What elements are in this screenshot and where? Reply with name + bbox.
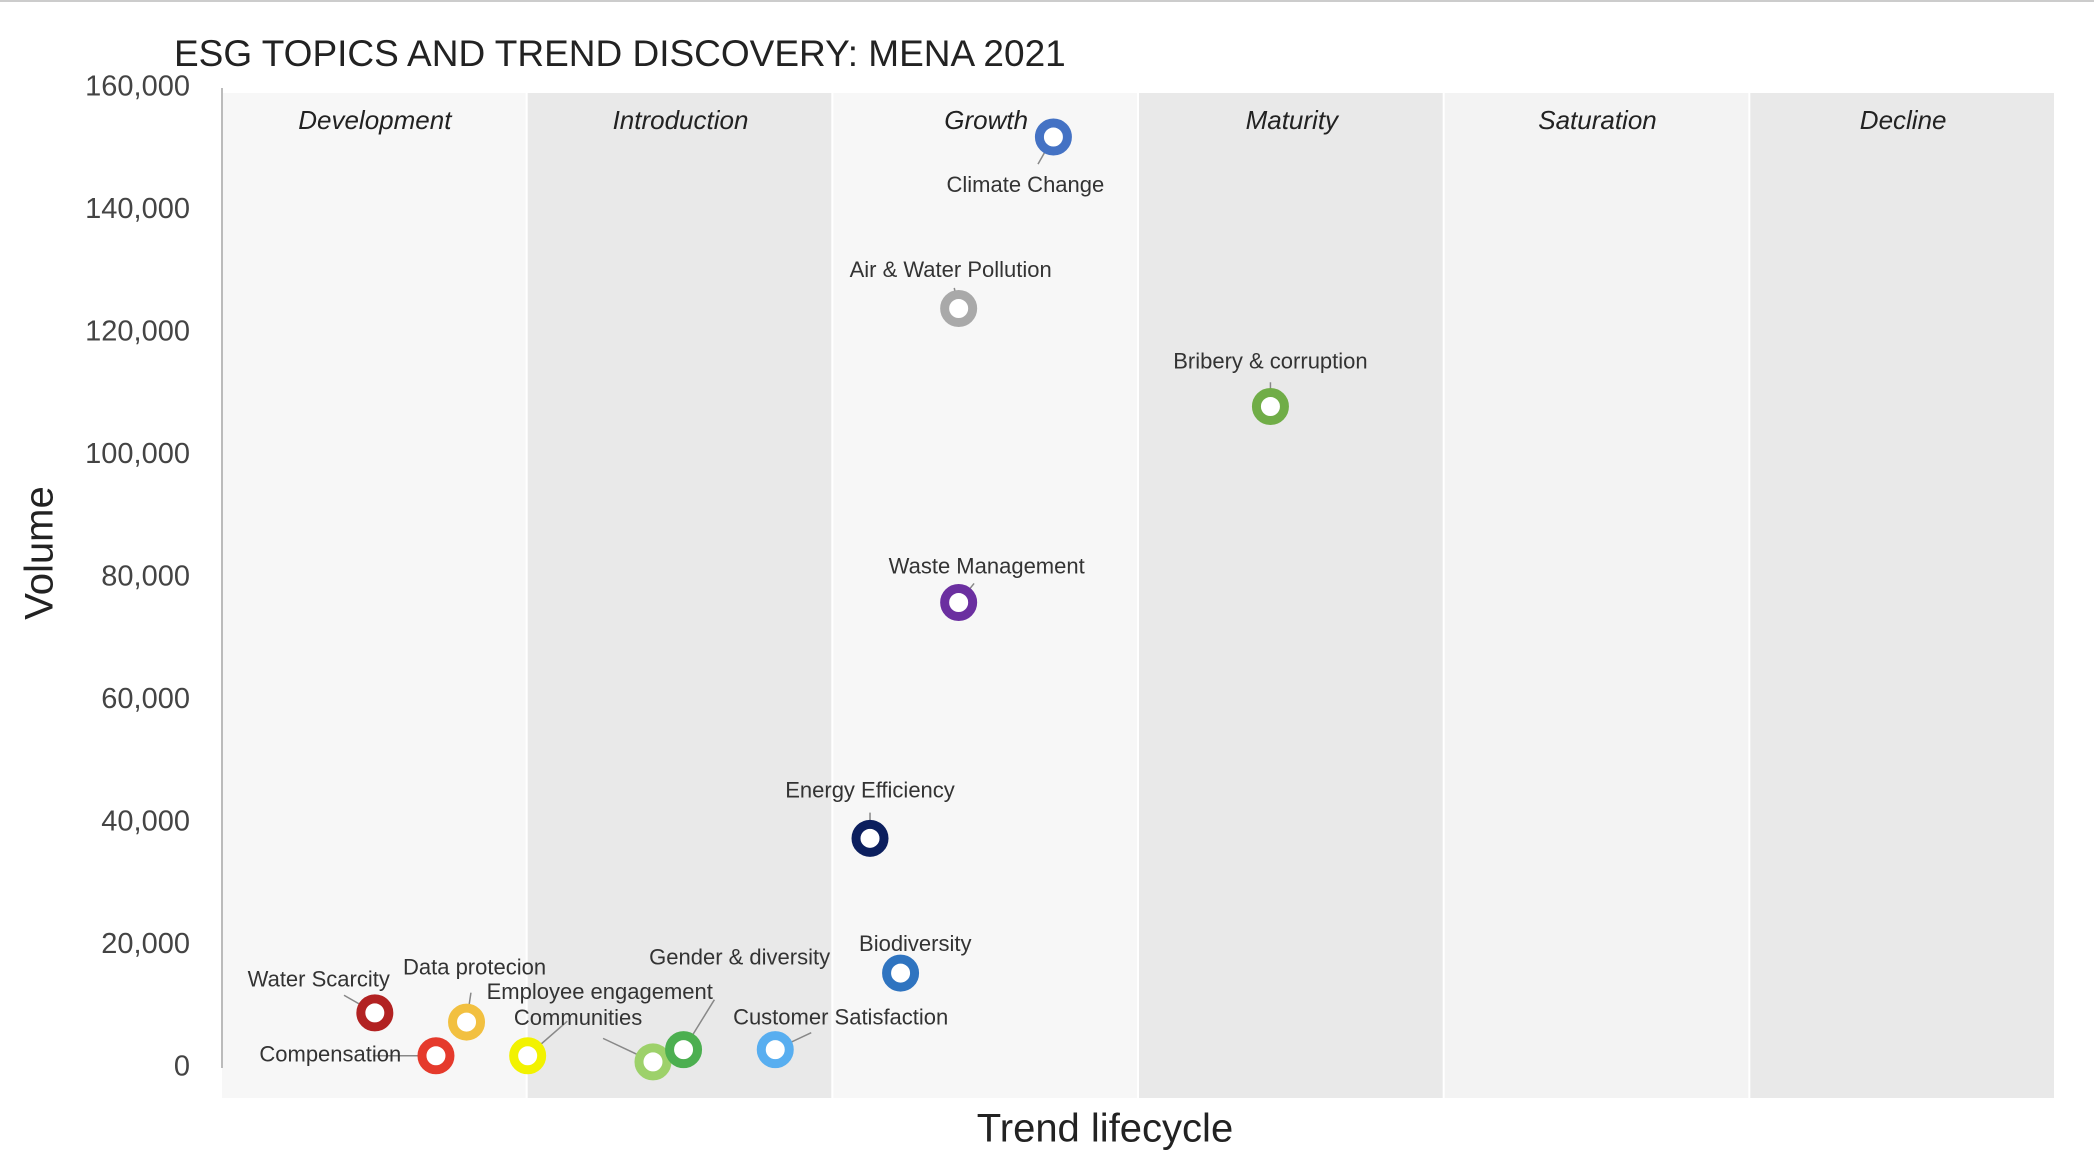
point: [448, 1003, 486, 1041]
y-tick-label: 160,000: [85, 71, 190, 103]
point: [634, 1043, 672, 1081]
point-label: Water Scarcity: [248, 967, 390, 992]
y-tick-label: 20,000: [101, 928, 190, 960]
point-label: Customer Satisfaction: [733, 1005, 948, 1030]
chart-title: ESG TOPICS AND TREND DISCOVERY: MENA 202…: [174, 33, 1066, 74]
band-label: Growth: [944, 105, 1028, 135]
lifecycle-band: [527, 93, 832, 1098]
point: [509, 1037, 547, 1075]
lifecycle-band: [1444, 93, 1749, 1098]
band-label: Saturation: [1538, 105, 1657, 135]
point-label: Energy Efficiency: [785, 777, 955, 802]
lifecycle-band: [1139, 93, 1443, 1098]
point-label: Biodiversity: [859, 931, 971, 956]
lifecycle-band: [1750, 93, 2054, 1098]
point-label: Waste Management: [889, 554, 1085, 579]
point-label: Climate Change: [947, 172, 1105, 197]
band-label: Introduction: [613, 105, 749, 135]
point: [882, 954, 920, 992]
point: [356, 994, 394, 1032]
point-label: Bribery & corruption: [1173, 348, 1367, 373]
point-label: Data protecion: [403, 954, 546, 979]
point: [756, 1031, 794, 1069]
point-label: Air & Water Pollution: [850, 257, 1052, 282]
y-tick-label: 40,000: [101, 806, 190, 838]
lifecycle-band: [222, 93, 526, 1098]
band-label: Development: [298, 105, 453, 135]
x-axis-title: Trend lifecycle: [977, 1107, 1233, 1151]
point: [417, 1037, 455, 1075]
point: [665, 1031, 703, 1069]
lifecycle-band: [833, 93, 1137, 1098]
y-tick-label: 120,000: [85, 316, 190, 348]
point: [940, 290, 978, 327]
point: [851, 819, 889, 857]
point: [940, 584, 978, 621]
y-tick-label: 100,000: [85, 438, 190, 470]
y-axis-title: Volume: [18, 486, 62, 619]
y-tick-label: 140,000: [85, 193, 190, 225]
point-label: Gender & diversity: [649, 945, 830, 970]
point-label: Employee engagement: [487, 979, 713, 1004]
point: [1251, 388, 1289, 425]
y-tick-label: 0: [174, 1051, 190, 1083]
band-label: Maturity: [1246, 105, 1340, 135]
band-label: Decline: [1860, 105, 1947, 135]
point-label: Communities: [514, 1005, 642, 1030]
bands: [222, 93, 2054, 1098]
y-tick-label: 60,000: [101, 683, 190, 715]
point-label: Compensation: [259, 1042, 401, 1067]
point: [1034, 118, 1072, 156]
y-tick-label: 80,000: [101, 561, 190, 593]
